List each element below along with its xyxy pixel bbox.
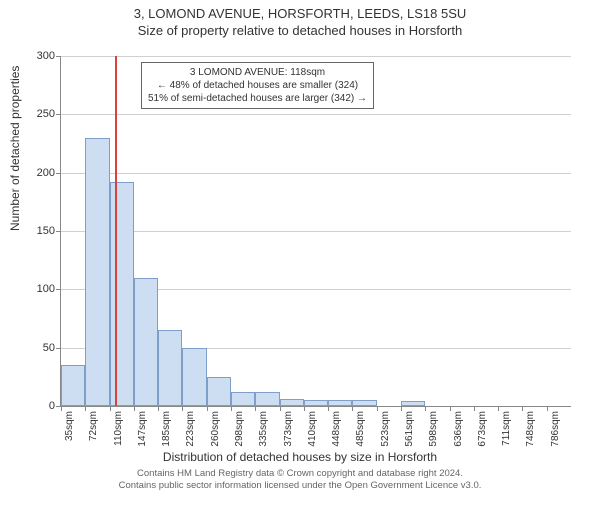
info-box: 3 LOMOND AVENUE: 118sqm← 48% of detached… bbox=[141, 62, 374, 109]
xtick-mark bbox=[425, 406, 426, 411]
histogram-bar bbox=[401, 401, 425, 406]
xtick-mark bbox=[85, 406, 86, 411]
xtick-mark bbox=[158, 406, 159, 411]
xtick-mark bbox=[474, 406, 475, 411]
histogram-bar bbox=[352, 400, 376, 406]
gridline bbox=[61, 114, 571, 115]
xtick-mark bbox=[328, 406, 329, 411]
y-axis-label: Number of detached properties bbox=[8, 66, 22, 231]
xtick-mark bbox=[377, 406, 378, 411]
x-axis-label: Distribution of detached houses by size … bbox=[0, 450, 600, 464]
xtick-mark bbox=[61, 406, 62, 411]
histogram-bar bbox=[158, 330, 182, 406]
xtick-mark bbox=[182, 406, 183, 411]
attribution-line-2: Contains public sector information licen… bbox=[0, 480, 600, 492]
ytick-label: 300 bbox=[15, 50, 55, 62]
histogram-bar bbox=[304, 400, 328, 406]
xtick-mark bbox=[498, 406, 499, 411]
histogram-bar bbox=[110, 182, 134, 406]
histogram-bar bbox=[280, 399, 304, 406]
xtick-mark bbox=[231, 406, 232, 411]
histogram-bar bbox=[134, 278, 158, 406]
xtick-mark bbox=[401, 406, 402, 411]
xtick-mark bbox=[134, 406, 135, 411]
ytick-label: 200 bbox=[15, 167, 55, 179]
property-marker-line bbox=[115, 56, 117, 406]
histogram-bar bbox=[231, 392, 255, 406]
attribution-line-1: Contains HM Land Registry data © Crown c… bbox=[0, 468, 600, 480]
xtick-mark bbox=[547, 406, 548, 411]
ytick-mark bbox=[56, 173, 61, 174]
gridline bbox=[61, 173, 571, 174]
ytick-label: 150 bbox=[15, 225, 55, 237]
histogram-bar bbox=[255, 392, 279, 406]
xtick-mark bbox=[352, 406, 353, 411]
histogram-bar bbox=[61, 365, 85, 406]
xtick-mark bbox=[110, 406, 111, 411]
histogram-bar bbox=[85, 138, 109, 406]
gridline bbox=[61, 56, 571, 57]
ytick-label: 250 bbox=[15, 108, 55, 120]
histogram-bar bbox=[182, 348, 206, 406]
plot-region: 05010015020025030035sqm72sqm110sqm147sqm… bbox=[60, 56, 571, 407]
page-title: 3, LOMOND AVENUE, HORSFORTH, LEEDS, LS18… bbox=[0, 6, 600, 21]
info-box-line: ← 48% of detached houses are smaller (32… bbox=[148, 79, 367, 92]
info-box-line: 3 LOMOND AVENUE: 118sqm bbox=[148, 66, 367, 79]
ytick-label: 100 bbox=[15, 283, 55, 295]
ytick-mark bbox=[56, 348, 61, 349]
ytick-mark bbox=[56, 231, 61, 232]
histogram-bar bbox=[328, 400, 352, 406]
chart-area: 05010015020025030035sqm72sqm110sqm147sqm… bbox=[60, 56, 570, 406]
ytick-mark bbox=[56, 56, 61, 57]
xtick-mark bbox=[304, 406, 305, 411]
xtick-mark bbox=[450, 406, 451, 411]
attribution: Contains HM Land Registry data © Crown c… bbox=[0, 468, 600, 493]
xtick-mark bbox=[280, 406, 281, 411]
histogram-bar bbox=[207, 377, 231, 406]
ytick-label: 50 bbox=[15, 342, 55, 354]
chart-subtitle: Size of property relative to detached ho… bbox=[0, 23, 600, 38]
ytick-label: 0 bbox=[15, 400, 55, 412]
ytick-mark bbox=[56, 289, 61, 290]
xtick-mark bbox=[207, 406, 208, 411]
info-box-line: 51% of semi-detached houses are larger (… bbox=[148, 92, 367, 105]
xtick-mark bbox=[255, 406, 256, 411]
gridline bbox=[61, 231, 571, 232]
xtick-mark bbox=[522, 406, 523, 411]
ytick-mark bbox=[56, 114, 61, 115]
